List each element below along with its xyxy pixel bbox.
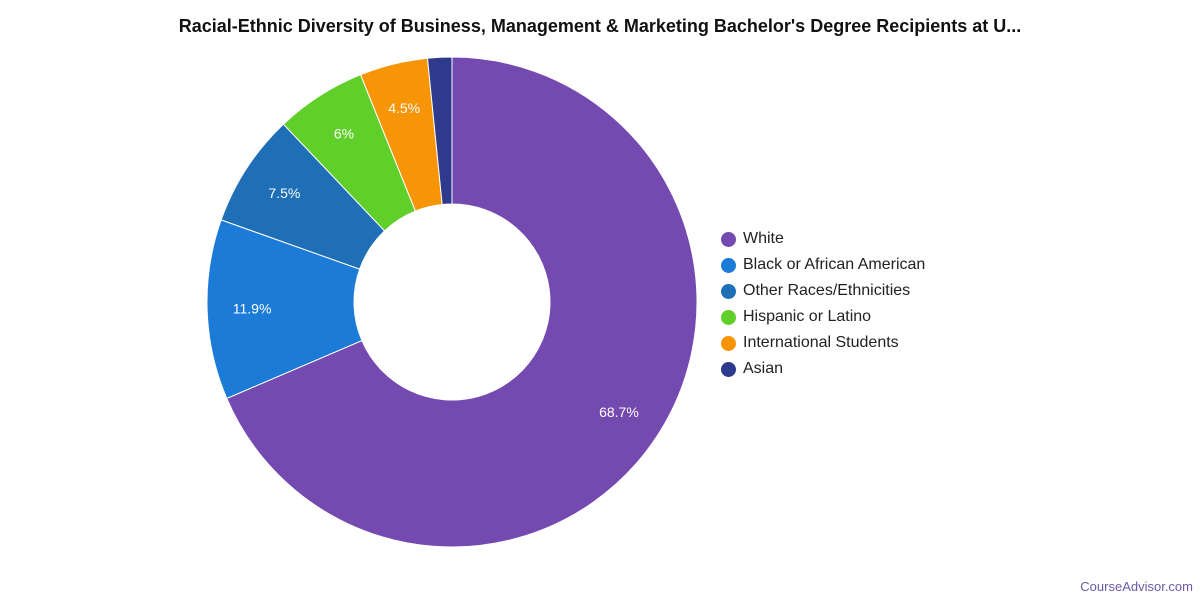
legend-label: Black or African American [743, 256, 926, 273]
slice-label-white: 68.7% [599, 404, 639, 420]
legend-label: White [743, 230, 784, 247]
legend-swatch [721, 361, 736, 377]
legend-swatch [721, 309, 736, 325]
legend-item-hispanic-or-latino[interactable]: Hispanic or Latino [721, 304, 925, 330]
slice-asian[interactable] [426, 56, 453, 206]
legend-label: Other Races/Ethnicities [743, 282, 911, 299]
slices-group [206, 56, 698, 548]
slice-white[interactable] [226, 56, 698, 548]
legend-item-black-or-african-american[interactable]: Black or African American [721, 252, 925, 278]
legend: White Black or African American Other Race… [721, 226, 925, 382]
source-link[interactable]: CourseAdvisor.com [1080, 579, 1193, 594]
slice-black-or-african-american[interactable] [206, 219, 363, 400]
slice-labels-group: 68.7% 11.9% 7.5% 6% 4.5% [233, 100, 639, 420]
chart-title: Racial-Ethnic Diversity of Business, Man… [178, 16, 1022, 36]
slice-label-other-races-ethnicities: 7.5% [268, 185, 300, 201]
legend-swatch [721, 335, 736, 351]
slice-label-black-or-african-american: 11.9% [233, 300, 272, 316]
legend-label: International Students [743, 334, 899, 351]
slice-label-hispanic-or-latino: 6% [334, 126, 354, 142]
legend-swatch [721, 231, 736, 247]
legend-item-asian[interactable]: Asian [721, 356, 925, 382]
legend-item-international-students[interactable]: International Students [721, 330, 925, 356]
slice-label-international-students: 4.5% [388, 100, 420, 116]
legend-label: Asian [743, 360, 784, 377]
legend-item-other-races-ethnicities[interactable]: Other Races/Ethnicities [721, 278, 925, 304]
legend-swatch [721, 283, 736, 299]
legend-item-white[interactable]: White [721, 226, 925, 252]
legend-label: Hispanic or Latino [743, 308, 872, 325]
legend-swatch [721, 257, 736, 273]
